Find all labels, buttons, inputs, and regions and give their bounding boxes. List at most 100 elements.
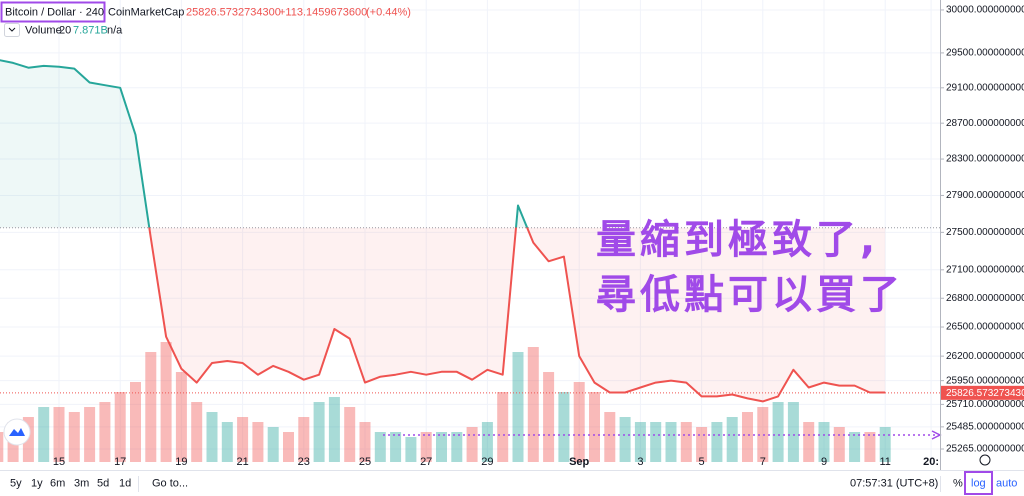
last-price-label: 25826.5732734300: [946, 388, 1024, 399]
volume-bar: [267, 427, 279, 462]
x-tick-label: 9: [821, 456, 827, 468]
collapse-button[interactable]: [4, 23, 20, 37]
volume-bar: [313, 402, 325, 462]
volume-bar: [512, 352, 524, 462]
annotation-text: 量縮到極致了,: [596, 217, 879, 263]
y-tick-label: 27100.0000000000: [946, 264, 1024, 275]
x-tick-label: Sep: [569, 456, 589, 468]
volume-bar: [543, 372, 555, 462]
plot: [0, 59, 940, 403]
clock: 07:57:31 (UTC+8): [850, 477, 938, 489]
volume-bar: [344, 407, 356, 462]
time-axis: 15 17 19 21 23 25 27 29 Sep 3 5 7 9 11 20:: [53, 456, 939, 468]
volume-bar: [130, 382, 141, 462]
volume-bar: [696, 427, 708, 462]
volume-bar: [22, 417, 34, 462]
y-tick-label: 29500.0000000000: [946, 48, 1024, 59]
y-tick-label: 26500.0000000000: [946, 322, 1024, 333]
volume-bar: [451, 432, 463, 462]
settings-icon[interactable]: [979, 454, 991, 466]
volume-bar: [84, 407, 96, 462]
volume-bar: [527, 347, 539, 462]
change: +113.1459673600: [279, 6, 367, 18]
range-button[interactable]: 3m: [74, 477, 89, 489]
volume-bar: [160, 342, 172, 462]
annotation-text: 尋低點可以買了: [596, 272, 904, 318]
volume-bar: [680, 422, 692, 462]
y-tick-label: 25265.0000000000: [946, 444, 1024, 455]
goto-button[interactable]: Go to...: [152, 477, 188, 489]
y-tick-label: 26200.0000000000: [946, 351, 1024, 362]
volume-bar: [206, 412, 218, 462]
volume-bar: [665, 422, 677, 462]
range-button[interactable]: 6m: [50, 477, 65, 489]
y-tick-label: 26800.0000000000: [946, 293, 1024, 304]
volume-bar: [742, 412, 753, 462]
volume-bar: [879, 427, 891, 462]
y-tick-label: 29100.0000000000: [946, 82, 1024, 93]
range-button[interactable]: 5y: [10, 477, 22, 489]
volume-bar: [328, 397, 340, 462]
volume-bar: [374, 432, 386, 462]
volume-bar: [436, 432, 447, 462]
x-tick-label: 15: [53, 456, 65, 468]
y-tick-label: 30000.0000000000: [946, 5, 1024, 16]
volume-bar: [833, 427, 845, 462]
volume-bar: [252, 422, 264, 462]
volume-bar: [818, 422, 830, 462]
volume-bar: [466, 427, 478, 462]
volume-bar: [420, 432, 432, 462]
volume-bar: [772, 402, 784, 462]
log-button[interactable]: log: [971, 477, 986, 489]
volume-bar: [68, 412, 80, 462]
title-highlight: [0, 1, 106, 23]
volume-ma-last: n/a: [107, 24, 123, 36]
volume-bar: [38, 407, 50, 462]
volume-bar: [145, 352, 157, 462]
volume-bar: [359, 422, 371, 462]
auto-button[interactable]: auto: [996, 477, 1017, 489]
log-highlight: [964, 471, 993, 495]
volume-bar: [191, 402, 203, 462]
source: CoinMarketCap: [108, 6, 184, 18]
volume-bar: [99, 402, 111, 462]
x-tick-label: 3: [637, 456, 643, 468]
x-tick-label: 21: [236, 456, 248, 468]
volume-bar: [711, 422, 723, 462]
x-tick-label: 5: [699, 456, 705, 468]
x-tick-label: 27: [420, 456, 432, 468]
volume-bar: [237, 417, 249, 462]
price-line: [0, 59, 886, 403]
range-button[interactable]: 1y: [31, 477, 43, 489]
x-tick-label: 7: [760, 456, 766, 468]
volume-bar: [803, 422, 815, 462]
volume-bar: [298, 417, 310, 462]
volume-bar: [497, 392, 509, 462]
toolbar: Go to... 07:57:31 (UTC+8) % log auto 5y 1…: [10, 471, 1017, 495]
y-tick-label: 25485.0000000000: [946, 421, 1024, 432]
volume-bar: [726, 417, 738, 462]
volume-bar: [175, 372, 187, 462]
last-price-marker: [941, 385, 1024, 400]
change-pct: (+0.44%): [366, 6, 411, 18]
logo-icon: [9, 428, 25, 436]
volume-bar: [634, 422, 646, 462]
volume-period: 20: [59, 24, 71, 36]
volume-bar: [283, 432, 294, 462]
price-axis: 30000.0000000000 29500.0000000000 29100.00…: [940, 5, 1024, 455]
percent-button[interactable]: %: [953, 477, 963, 489]
range-button[interactable]: 5d: [97, 477, 109, 489]
volume-bar: [864, 432, 876, 462]
volume-bar: [558, 392, 570, 462]
volume-bar: [390, 432, 402, 462]
x-tick-label: 19: [175, 456, 187, 468]
range-button[interactable]: 1d: [119, 477, 131, 489]
volume-bar: [604, 412, 616, 462]
volume-bar: [757, 407, 769, 462]
area-fill: [0, 60, 886, 402]
x-tick-label: 11: [879, 456, 890, 468]
x-tick-label: 20:: [923, 456, 939, 468]
x-tick-label: 23: [298, 456, 310, 468]
last-price: 25826.5732734300: [186, 6, 281, 18]
chart-title[interactable]: Bitcoin / Dollar · 240: [5, 6, 104, 18]
